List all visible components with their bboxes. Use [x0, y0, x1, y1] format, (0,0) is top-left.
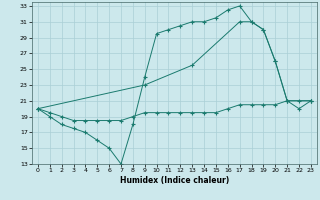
X-axis label: Humidex (Indice chaleur): Humidex (Indice chaleur)	[120, 176, 229, 185]
